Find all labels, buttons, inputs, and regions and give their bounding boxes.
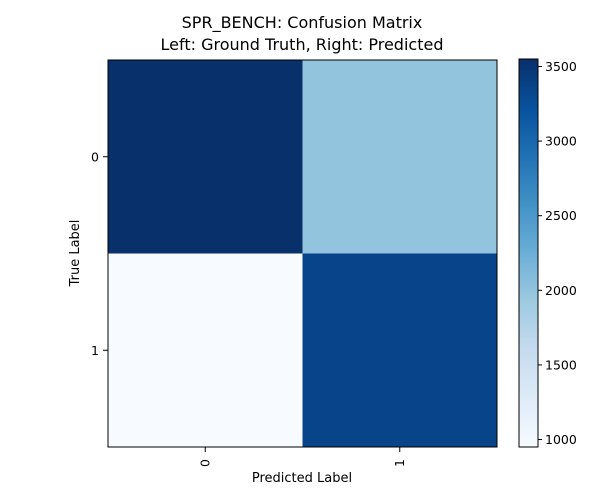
colorbar-tick-label: 1500 xyxy=(545,357,577,372)
colorbar-ticks: 1000 1500 2000 2500 3000 3500 xyxy=(538,59,577,447)
y-tick-label: 1 xyxy=(91,343,99,358)
x-axis-label: Predicted Label xyxy=(252,471,352,486)
plot-frame xyxy=(107,59,498,448)
heatmap-cell-0-0 xyxy=(108,60,303,254)
colorbar-tick-label: 2000 xyxy=(545,283,577,298)
x-tick-label: 0 xyxy=(197,459,212,467)
y-axis-ticks: 01 xyxy=(91,149,108,358)
heatmap-cell-1-1 xyxy=(302,253,498,448)
colorbar-tick-label: 1000 xyxy=(545,432,577,447)
colorbar xyxy=(518,58,539,448)
chart-title: SPR_BENCH: Confusion Matrix xyxy=(182,13,423,33)
colorbar-tick-label: 3000 xyxy=(545,134,577,149)
heatmap-cell-0-1 xyxy=(302,60,498,254)
colorbar-tick-label: 2500 xyxy=(545,208,577,223)
colorbar-tick-label: 3500 xyxy=(545,59,577,74)
y-tick-label: 0 xyxy=(91,149,99,164)
heatmap-cell-1-0 xyxy=(108,253,303,448)
x-tick-label: 1 xyxy=(392,459,407,467)
y-axis-label: True Label xyxy=(68,220,83,288)
heatmap-cells xyxy=(108,60,498,448)
chart-subtitle: Left: Ground Truth, Right: Predicted xyxy=(161,35,444,54)
